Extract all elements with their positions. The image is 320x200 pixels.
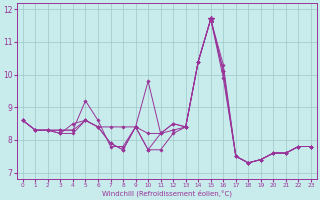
X-axis label: Windchill (Refroidissement éolien,°C): Windchill (Refroidissement éolien,°C) <box>102 190 232 197</box>
